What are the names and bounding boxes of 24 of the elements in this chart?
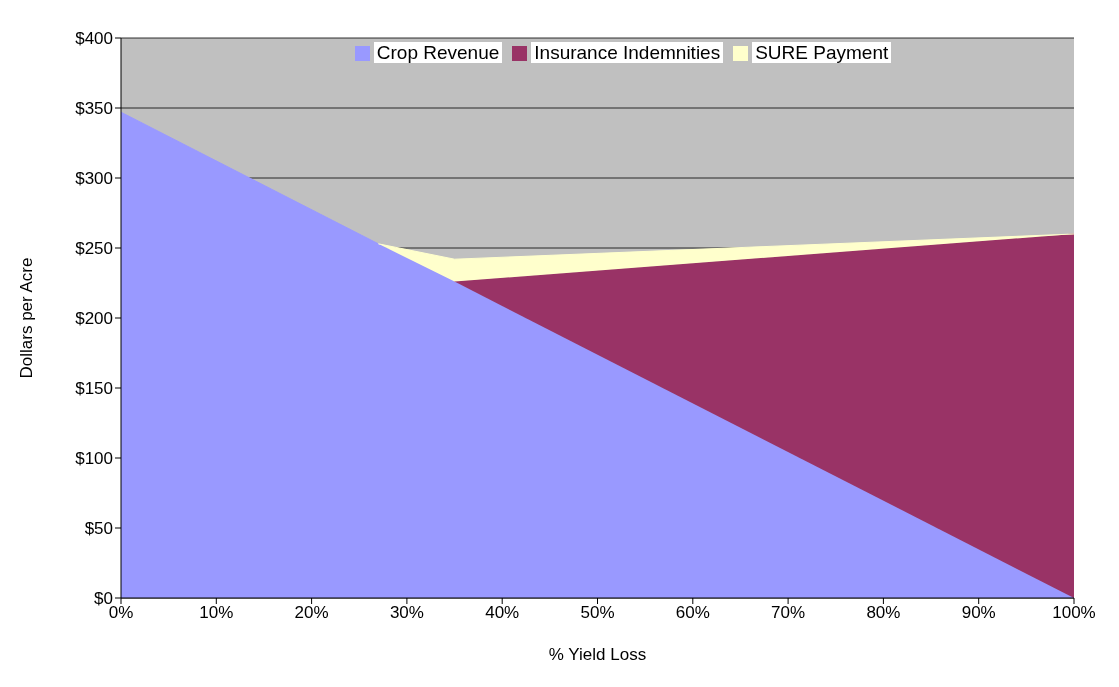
legend-label: SURE Payment bbox=[752, 42, 892, 63]
y-tick-label: $50 bbox=[84, 519, 113, 539]
y-tick-label: $200 bbox=[75, 309, 113, 329]
x-tick-label: 10% bbox=[199, 603, 234, 623]
y-axis-title: Dollars per Acre bbox=[17, 257, 37, 379]
x-tick-label: 60% bbox=[675, 603, 710, 623]
y-tick-label: $400 bbox=[75, 29, 113, 49]
y-tick-label: $300 bbox=[75, 169, 113, 189]
y-tick-label: $150 bbox=[75, 379, 113, 399]
x-tick-label: 100% bbox=[1052, 603, 1096, 623]
x-tick-label: 40% bbox=[485, 603, 520, 623]
legend-label: Crop Revenue bbox=[373, 42, 503, 63]
x-tick-label: 20% bbox=[294, 603, 329, 623]
x-tick-label: 50% bbox=[580, 603, 615, 623]
y-tick-label: $250 bbox=[75, 239, 113, 259]
x-tick-label: 90% bbox=[961, 603, 996, 623]
x-tick-label: 80% bbox=[866, 603, 901, 623]
x-tick-label: 0% bbox=[108, 603, 134, 623]
x-tick-label: 30% bbox=[389, 603, 424, 623]
y-tick-label: $350 bbox=[75, 99, 113, 119]
x-tick-label: 70% bbox=[771, 603, 806, 623]
legend-label: Insurance Indemnities bbox=[531, 42, 724, 63]
y-tick-label: $100 bbox=[75, 449, 113, 469]
x-axis-title: % Yield Loss bbox=[548, 645, 647, 664]
